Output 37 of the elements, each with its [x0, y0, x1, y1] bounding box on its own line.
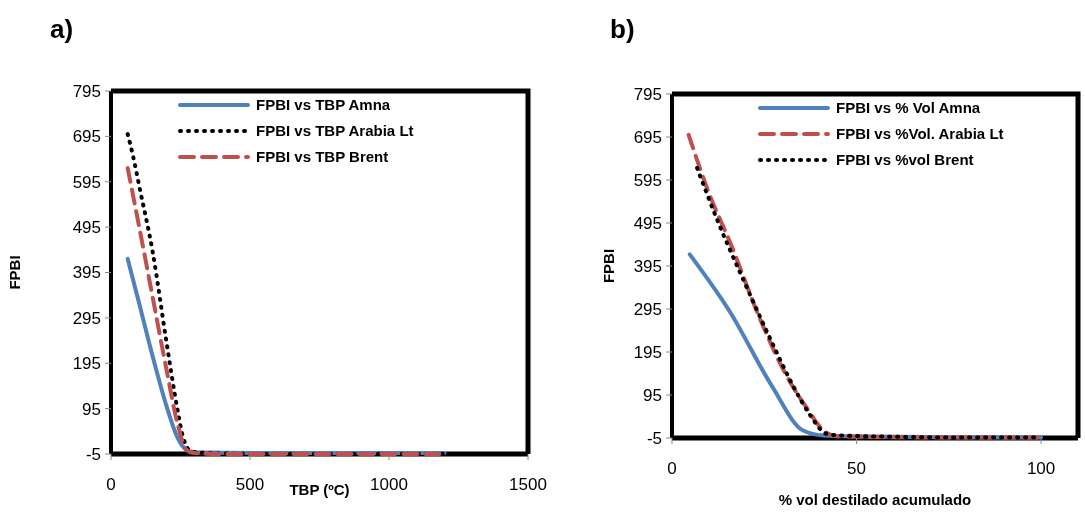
legend-label: FPBI vs TBP Amna	[256, 96, 391, 114]
y-tick-label: 295	[633, 299, 662, 319]
y-tick-label: 595	[633, 170, 662, 190]
legend-label: FPBI vs %Vol. Arabia Lt	[836, 125, 1004, 143]
x-tick-label: 1500	[509, 474, 547, 494]
legend-label: FPBI vs TBP Brent	[256, 148, 389, 166]
y-tick-label: 395	[633, 256, 662, 276]
legend-label: FPBI vs % Vol Amna	[836, 99, 981, 117]
y-tick-label: -5	[646, 428, 662, 448]
y-tick-label: 295	[72, 308, 101, 328]
y-tick-label: 495	[72, 218, 101, 238]
chart-title: b)	[610, 14, 635, 44]
y-tick-label: 195	[633, 342, 662, 362]
x-tick-label: 500	[235, 474, 265, 494]
chart-title: a)	[50, 14, 74, 44]
legend-label: FPBI vs %vol Brent	[836, 151, 974, 169]
x-tick-label: 1000	[370, 474, 408, 494]
x-axis-title: TBP (ºC)	[289, 481, 350, 498]
x-tick-label: 50	[847, 458, 867, 478]
y-tick-label: 95	[82, 399, 101, 419]
y-tick-label: 795	[633, 84, 662, 104]
y-tick-label: -5	[85, 444, 101, 464]
y-axis-title: FPBI	[600, 248, 617, 284]
x-tick-label: 100	[1026, 458, 1056, 478]
y-tick-label: 395	[72, 263, 101, 283]
y-tick-label: 795	[72, 81, 101, 101]
legend-label: FPBI vs TBP Arabia Lt	[256, 122, 414, 140]
y-tick-label: 595	[72, 172, 101, 192]
y-tick-label: 495	[633, 213, 662, 233]
y-axis-title: FPBI	[6, 255, 23, 290]
y-tick-label: 195	[72, 354, 101, 374]
y-tick-label: 695	[633, 127, 662, 147]
x-axis-title: % vol destilado acumulado	[778, 491, 972, 508]
y-tick-label: 95	[643, 385, 662, 405]
x-tick-label: 0	[106, 474, 116, 494]
y-tick-label: 695	[72, 127, 101, 147]
x-tick-label: 0	[667, 458, 677, 478]
